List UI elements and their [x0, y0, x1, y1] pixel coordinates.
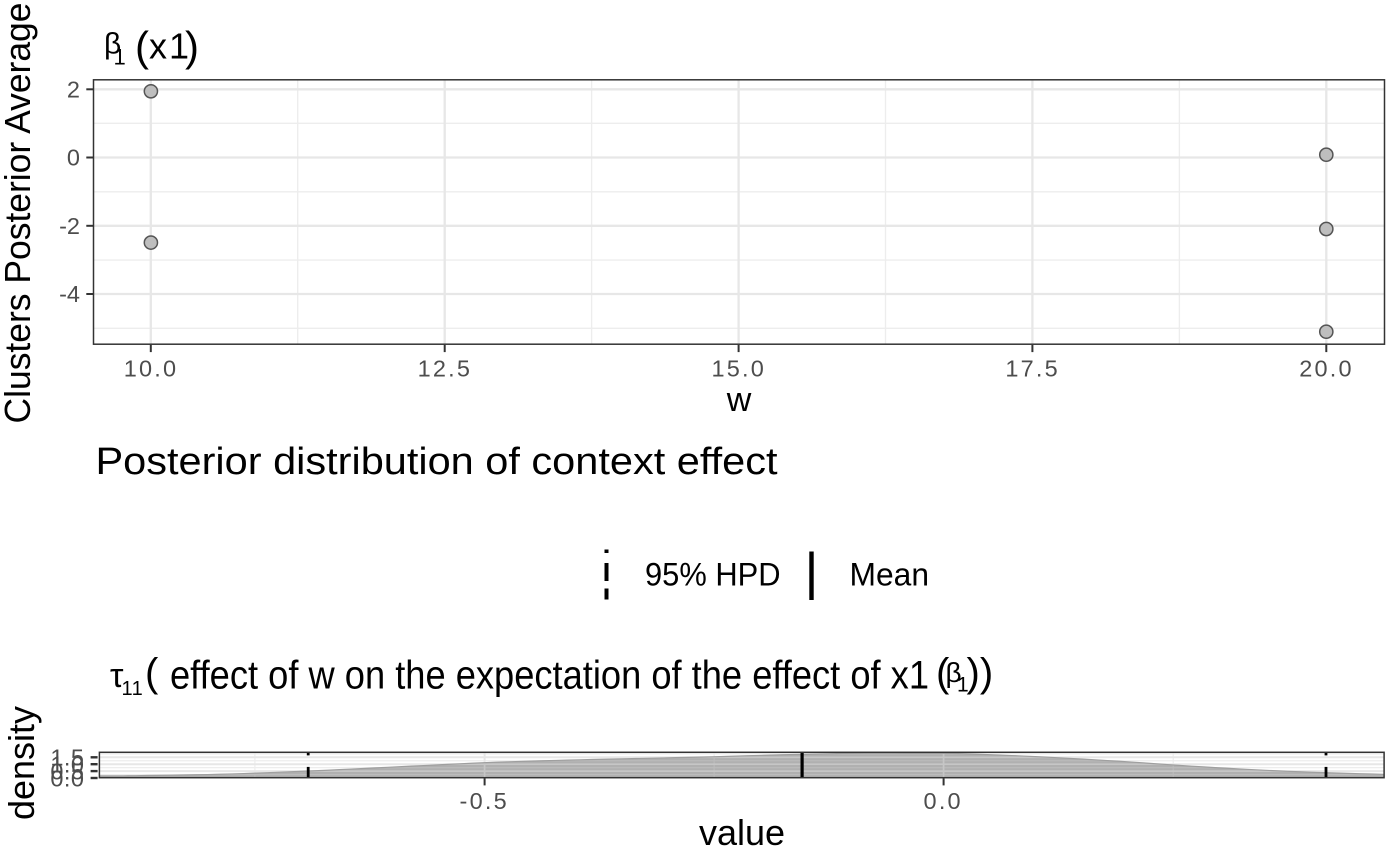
- svg-text:)): )): [967, 651, 994, 695]
- svg-text:w: w: [726, 381, 752, 419]
- svg-text:Clusters Posterior Average: Clusters Posterior Average: [0, 3, 38, 424]
- svg-text:density: density: [1, 706, 42, 820]
- svg-text:-2: -2: [59, 213, 80, 239]
- svg-text:τ: τ: [110, 657, 124, 695]
- svg-text:0.5: 0.5: [50, 759, 84, 785]
- svg-text:1.0: 1.0: [50, 752, 84, 778]
- svg-text:(: (: [145, 651, 159, 695]
- svg-text:1.5: 1.5: [50, 745, 84, 771]
- svg-text:(: (: [135, 23, 149, 70]
- svg-text:17.5: 17.5: [1005, 356, 1060, 382]
- svg-text:value: value: [699, 812, 785, 853]
- svg-text:1: 1: [957, 674, 969, 697]
- svg-text:β: β: [946, 657, 962, 688]
- svg-text:10.0: 10.0: [124, 356, 179, 382]
- svg-text:1: 1: [114, 45, 126, 70]
- svg-text:15.0: 15.0: [712, 356, 767, 382]
- svg-text:11: 11: [122, 678, 144, 700]
- svg-text:2: 2: [67, 76, 80, 102]
- svg-text:Posterior distribution of cont: Posterior distribution of context effect: [96, 441, 778, 483]
- svg-text:-4: -4: [59, 281, 80, 307]
- svg-text:20.0: 20.0: [1299, 356, 1354, 382]
- svg-text:): ): [185, 23, 199, 70]
- svg-text:12.5: 12.5: [418, 356, 473, 382]
- svg-text:(: (: [936, 651, 950, 695]
- svg-text:x1: x1: [149, 26, 191, 67]
- svg-text:95% HPD: 95% HPD: [645, 557, 781, 593]
- svg-text:effect of w on the expectation: effect of w on the expectation of the ef…: [170, 654, 929, 698]
- svg-text:-0.5: -0.5: [460, 788, 509, 814]
- svg-text:Mean: Mean: [850, 557, 930, 593]
- svg-text:0: 0: [67, 145, 80, 171]
- svg-text:0.0: 0.0: [924, 788, 963, 814]
- svg-text:0.0: 0.0: [50, 765, 84, 791]
- svg-text:β: β: [104, 28, 121, 61]
